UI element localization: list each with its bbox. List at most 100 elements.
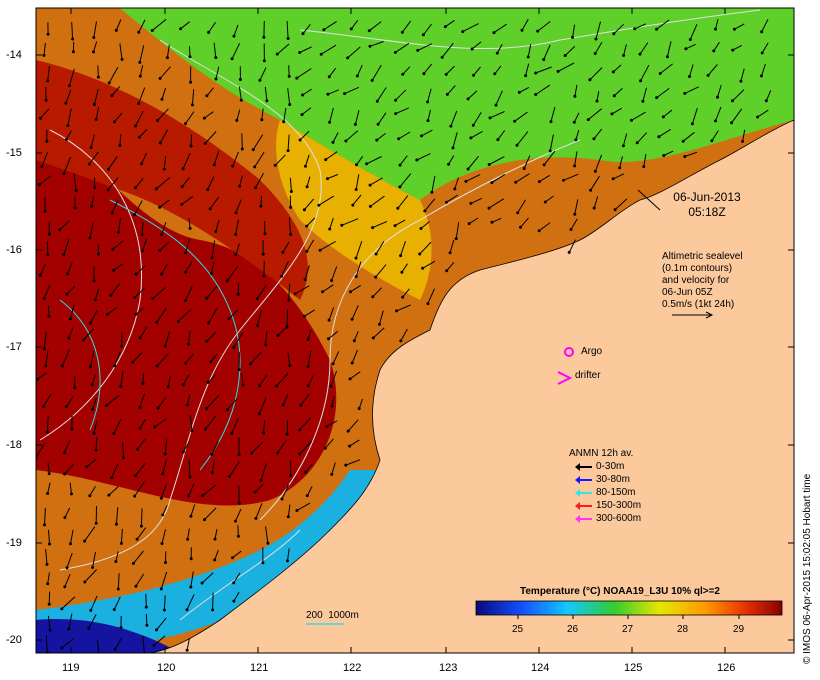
velocity-arrow-head <box>110 94 114 98</box>
velocity-arrow <box>574 199 579 215</box>
velocity-arrow <box>164 439 168 455</box>
velocity-arrow-head <box>492 31 496 35</box>
velocity-arrow-head <box>153 425 157 429</box>
velocity-arrow <box>43 331 47 349</box>
velocity-arrow <box>67 262 73 275</box>
velocity-arrow-head <box>440 55 444 59</box>
velocity-arrow <box>185 261 193 273</box>
velocity-arrow <box>65 89 72 104</box>
velocity-arrow-head <box>657 135 661 139</box>
velocity-arrow <box>570 218 578 230</box>
velocity-arrow <box>185 353 195 364</box>
velocity-arrow-head <box>189 80 193 84</box>
velocity-arrow <box>299 130 310 141</box>
velocity-arrow-head <box>470 47 474 51</box>
lon-tick-label: 123 <box>439 662 458 674</box>
velocity-arrow <box>575 129 580 140</box>
velocity-arrow-head <box>343 92 347 96</box>
velocity-arrow <box>446 194 459 203</box>
velocity-arrow <box>63 239 70 255</box>
velocity-arrow-head <box>145 623 149 627</box>
velocity-arrow <box>226 398 238 410</box>
velocity-arrow-head <box>443 25 447 29</box>
altimetry-line-2: (0.1m contours) <box>662 263 733 274</box>
velocity-arrow <box>287 88 291 105</box>
velocity-arrow <box>495 90 503 106</box>
velocity-arrow-head <box>430 190 434 194</box>
velocity-arrow <box>515 173 530 183</box>
velocity-arrow-head <box>289 205 293 209</box>
velocity-arrow <box>73 173 77 191</box>
velocity-arrow <box>69 305 75 320</box>
velocity-arrow-head <box>285 432 289 436</box>
velocity-arrow <box>239 175 243 187</box>
velocity-arrow <box>765 90 772 101</box>
velocity-arrow-head <box>92 431 96 435</box>
land-mass <box>149 119 794 653</box>
velocity-arrow <box>259 374 268 386</box>
velocity-arrow-head <box>43 209 47 213</box>
velocity-arrow-head <box>254 516 258 520</box>
velocity-arrow-head <box>371 226 375 230</box>
velocity-arrow-head <box>662 154 666 157</box>
velocity-arrow <box>631 111 646 121</box>
anmn-legend-label: 80-150m <box>596 487 636 498</box>
velocity-arrow-head <box>324 158 328 162</box>
velocity-arrow-head <box>135 537 139 541</box>
velocity-arrow <box>328 307 335 321</box>
colorbar-tick-label: 28 <box>677 624 689 635</box>
velocity-arrow <box>715 106 722 122</box>
velocity-arrow <box>468 217 479 225</box>
altimetry-line-3: and velocity for <box>662 275 730 286</box>
velocity-arrow-head <box>592 137 596 141</box>
velocity-arrow <box>400 328 408 342</box>
velocity-arrow-head <box>188 226 192 230</box>
velocity-arrow-head <box>111 247 115 251</box>
lat-tick-label: -14 <box>6 49 22 61</box>
velocity-arrow-head <box>641 99 645 103</box>
velocity-arrow-head <box>323 446 327 450</box>
velocity-arrow <box>229 461 240 477</box>
velocity-arrow <box>642 87 647 102</box>
velocity-arrow-head <box>186 342 190 346</box>
velocity-arrow-head <box>141 382 145 386</box>
velocity-arrow <box>160 571 168 590</box>
velocity-arrow-head <box>304 470 308 474</box>
velocity-arrow-head <box>265 99 269 103</box>
velocity-arrow-head <box>112 268 116 272</box>
velocity-arrow <box>139 327 148 339</box>
velocity-arrows <box>36 18 772 653</box>
velocity-arrow <box>523 155 531 169</box>
velocity-arrow-head <box>82 338 85 342</box>
scale-arrow-head <box>705 311 714 319</box>
velocity-arrow <box>114 112 123 123</box>
velocity-arrow-head <box>87 162 91 166</box>
velocity-arrow <box>472 111 482 126</box>
velocity-arrow-head <box>161 513 165 517</box>
velocity-arrow-head <box>331 362 335 366</box>
velocity-arrow <box>152 287 167 299</box>
velocity-arrow <box>210 353 218 363</box>
velocity-arrow-head <box>205 94 209 98</box>
velocity-arrow-head <box>256 324 259 328</box>
lat-tick-label: -19 <box>6 537 22 549</box>
velocity-arrow <box>47 482 51 494</box>
velocity-arrow <box>711 130 719 141</box>
velocity-arrow <box>287 134 290 151</box>
velocity-arrow <box>467 155 479 170</box>
velocity-arrow-head <box>365 162 369 166</box>
velocity-arrow <box>395 107 409 115</box>
velocity-arrow-head <box>353 122 357 126</box>
velocity-arrow <box>663 150 674 156</box>
velocity-arrow-head <box>164 561 167 564</box>
velocity-arrow-head <box>426 302 430 306</box>
velocity-arrow <box>90 350 95 367</box>
velocity-arrow-head <box>448 251 452 255</box>
velocity-arrow <box>157 397 167 409</box>
velocity-arrow-head <box>62 253 66 257</box>
velocity-arrow-head <box>466 97 470 101</box>
velocity-arrow <box>589 67 603 81</box>
velocity-arrow-head <box>202 116 206 120</box>
velocity-arrow <box>331 396 335 407</box>
velocity-arrow-head <box>730 121 734 125</box>
